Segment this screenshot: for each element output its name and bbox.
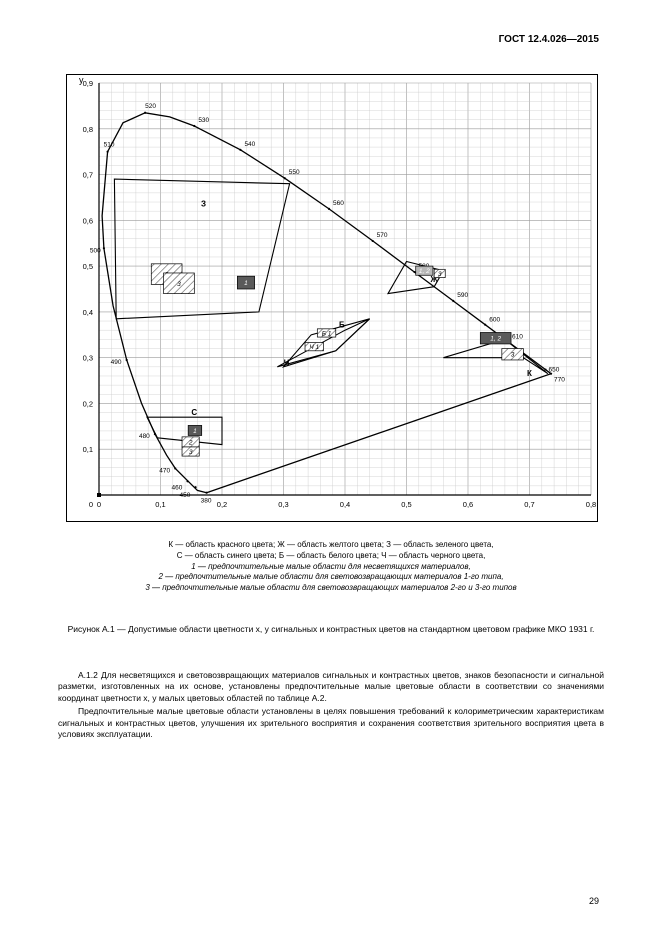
svg-text:0,4: 0,4: [340, 500, 350, 509]
svg-text:С: С: [191, 408, 197, 417]
svg-text:0,2: 0,2: [83, 399, 93, 408]
svg-text:610: 610: [512, 334, 523, 341]
svg-text:470: 470: [159, 467, 170, 474]
legend-line: К — область красного цвета; Ж — область …: [66, 540, 596, 551]
svg-text:770: 770: [554, 377, 565, 384]
legend-line: 2 — предпочтительные малые области для с…: [66, 572, 596, 583]
svg-text:1, 2: 1, 2: [419, 268, 430, 275]
svg-text:0,3: 0,3: [278, 500, 288, 509]
svg-text:Б 1: Б 1: [322, 330, 332, 337]
svg-text:0,8: 0,8: [83, 125, 93, 134]
svg-text:0,7: 0,7: [83, 171, 93, 180]
svg-text:0,3: 0,3: [83, 354, 93, 363]
svg-text:0,5: 0,5: [401, 500, 411, 509]
legend-block: К — область красного цвета; Ж — область …: [66, 540, 596, 594]
svg-text:Ч 1: Ч 1: [309, 344, 319, 351]
chromaticity-chart: 0 0,1 0,2 0,3 0,4 0,5 0,6 0,7 0,8 0,1 0,2 0,3 0,4 0,5…: [66, 74, 598, 522]
svg-text:З: З: [201, 200, 206, 209]
svg-text:650: 650: [548, 367, 559, 374]
svg-text:1: 1: [244, 280, 248, 287]
body-text: А.1.2 Для несветящихся и световозвращающ…: [58, 670, 604, 743]
svg-text:0: 0: [97, 500, 101, 509]
svg-text:500: 500: [90, 247, 101, 254]
legend-line: 3 — предпочтительные малые области для с…: [66, 583, 596, 594]
caption-line: на стандартном цветовом графике МКО 1931…: [408, 624, 594, 634]
svg-text:540: 540: [244, 141, 255, 148]
svg-text:0: 0: [89, 500, 93, 509]
svg-text:1, 2: 1, 2: [490, 336, 501, 343]
svg-text:450: 450: [180, 492, 191, 499]
svg-text:600: 600: [489, 317, 500, 324]
svg-text:570: 570: [377, 232, 388, 239]
svg-text:0,7: 0,7: [524, 500, 534, 509]
caption-line: Рисунок А.1 — Допустимые области цветнос…: [68, 624, 406, 634]
svg-text:Ч: Ч: [284, 358, 290, 367]
svg-text:3: 3: [177, 281, 181, 288]
document-id: ГОСТ 12.4.026—2015: [499, 34, 599, 45]
svg-text:y: y: [79, 75, 84, 85]
svg-text:560: 560: [333, 200, 344, 207]
svg-text:380: 380: [201, 498, 212, 505]
svg-text:460: 460: [172, 484, 183, 491]
svg-text:0,1: 0,1: [155, 500, 165, 509]
svg-text:3: 3: [511, 352, 515, 359]
svg-text:510: 510: [104, 142, 115, 149]
svg-text:1: 1: [193, 428, 197, 435]
svg-text:490: 490: [111, 359, 122, 366]
svg-text:0,4: 0,4: [83, 308, 93, 317]
legend-line: 1 — предпочтительные малые области для н…: [66, 562, 596, 573]
svg-text:0,8: 0,8: [586, 500, 596, 509]
svg-text:2: 2: [188, 439, 193, 446]
svg-text:0,6: 0,6: [83, 216, 93, 225]
svg-text:0,2: 0,2: [217, 500, 227, 509]
svg-text:480: 480: [139, 433, 150, 440]
legend-line: С — область синего цвета; Б — область бе…: [66, 551, 596, 562]
svg-text:0,6: 0,6: [463, 500, 473, 509]
svg-text:К: К: [527, 369, 532, 378]
svg-text:3: 3: [438, 271, 442, 278]
figure-caption: Рисунок А.1 — Допустимые области цветнос…: [66, 624, 596, 635]
svg-text:0,5: 0,5: [83, 262, 93, 271]
svg-text:530: 530: [198, 117, 209, 124]
svg-text:0,9: 0,9: [83, 79, 93, 88]
paragraph: Предпочтительные малые цветовые области …: [58, 706, 604, 740]
svg-text:590: 590: [457, 292, 468, 299]
svg-text:Б: Б: [339, 320, 345, 329]
svg-text:550: 550: [289, 169, 300, 176]
svg-text:3: 3: [189, 449, 193, 456]
paragraph: А.1.2 Для несветящихся и световозвращающ…: [58, 670, 604, 704]
svg-text:0,1: 0,1: [83, 445, 93, 454]
page-number: 29: [589, 896, 599, 906]
svg-text:520: 520: [145, 103, 156, 110]
